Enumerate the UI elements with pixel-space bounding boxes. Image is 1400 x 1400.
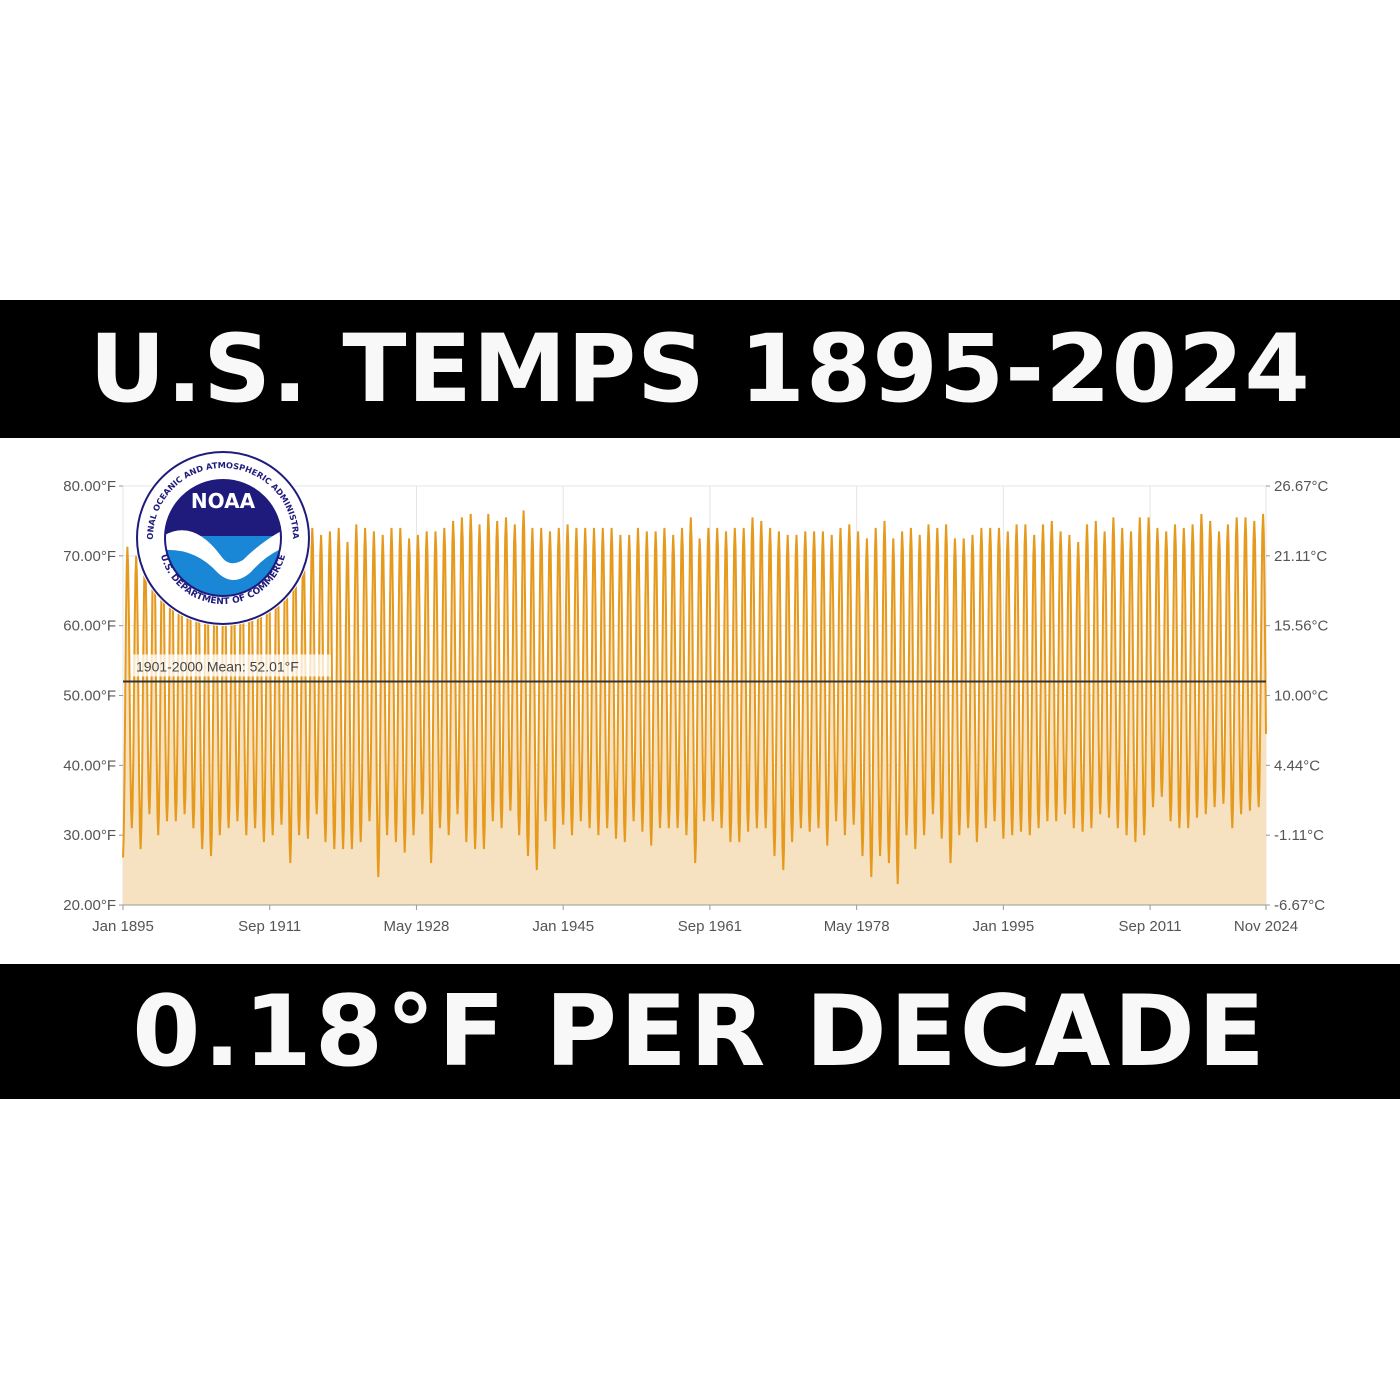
x-tick-label: Jan 1995 (972, 918, 1034, 935)
x-tick-label: Sep 1961 (678, 918, 742, 935)
logo-seagull-icon (165, 480, 281, 596)
x-tick-label: Jan 1945 (532, 918, 594, 935)
mean-label: 1901-2000 Mean: 52.01°F (136, 658, 299, 674)
y-tick-label-left: 80.00°F (63, 478, 116, 495)
subhead-text: 0.18°F PER DECADE (132, 974, 1268, 1089)
y-tick-label-right: 26.67°C (1274, 478, 1329, 495)
x-tick-label: Sep 2011 (1119, 918, 1182, 935)
noaa-logo: NATIONAL OCEANIC AND ATMOSPHERIC ADMINIS… (133, 448, 311, 626)
y-tick-label-right: 15.56°C (1274, 618, 1329, 635)
headline-banner: U.S. TEMPS 1895-2024 (0, 300, 1400, 438)
x-axis: Jan 1895 Sep 1911 May 1928 Jan 1945 Sep 1961… (92, 905, 1298, 935)
x-tick-label: Nov 2024 (1234, 918, 1298, 935)
y-tick-label-left: 30.00°F (63, 827, 116, 844)
y-tick-label-left: 20.00°F (63, 897, 116, 914)
y-tick-label-left: 60.00°F (63, 618, 116, 635)
y-tick-label-right: -1.11°C (1274, 827, 1324, 844)
temperature-chart: 1901-2000 Mean: 52.01°F 80.00°F 70.00°F 60… (63, 478, 1329, 935)
x-tick-label: May 1928 (384, 918, 450, 935)
temperature-series-line (122, 510, 1267, 885)
y-tick-label-left: 40.00°F (63, 757, 116, 774)
logo-wordmark: NOAA (191, 489, 256, 513)
x-tick-label: Sep 1911 (238, 918, 301, 935)
y-tick-label-left: 70.00°F (63, 548, 116, 565)
y-tick-label-right: 21.11°C (1274, 548, 1327, 565)
subhead-banner: 0.18°F PER DECADE (0, 964, 1400, 1099)
headline-text: U.S. TEMPS 1895-2024 (89, 314, 1311, 424)
y-tick-label-right: 4.44°C (1274, 757, 1320, 774)
mean-label-background (131, 654, 331, 677)
left-y-axis: 80.00°F 70.00°F 60.00°F 50.00°F 40.00°F 30.00… (63, 478, 123, 914)
y-tick-label-right: 10.00°C (1274, 688, 1329, 705)
y-tick-label-left: 50.00°F (63, 688, 116, 705)
x-tick-label: Jan 1895 (92, 918, 154, 935)
y-tick-label-right: -6.67°C (1274, 897, 1325, 914)
right-y-axis: 26.67°C 21.11°C 15.56°C 10.00°C 4.44°C -1.11°… (1266, 478, 1329, 914)
x-tick-label: May 1978 (824, 918, 890, 935)
